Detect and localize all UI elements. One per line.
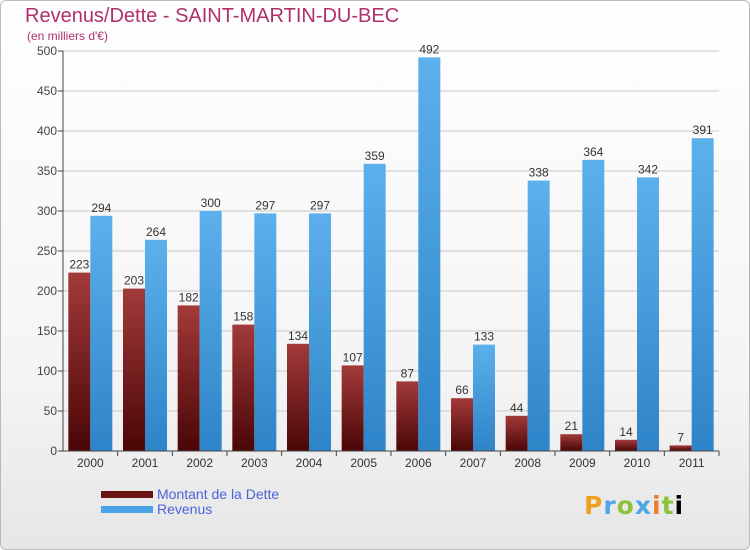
data-label-revenus: 264 (146, 225, 166, 239)
logo-letter: i (674, 491, 685, 520)
chart-title: Revenus/Dette - SAINT-MARTIN-DU-BEC (25, 5, 400, 27)
x-tick-label: 2000 (77, 456, 104, 470)
data-label-revenus: 133 (474, 330, 494, 344)
logo-letter: i (652, 491, 662, 520)
bar-revenus (309, 213, 331, 451)
data-label-debt: 87 (401, 366, 415, 380)
data-label-revenus: 300 (201, 196, 221, 210)
data-label-revenus: 297 (310, 198, 330, 212)
y-tick-label: 500 (37, 44, 57, 58)
x-tick-label: 2003 (241, 456, 268, 470)
logo-letter: t (661, 491, 675, 520)
x-tick-label: 2010 (624, 456, 651, 470)
x-tick-label: 2007 (460, 456, 487, 470)
proxiti-logo: Proxiti (584, 491, 684, 520)
x-tick-label: 2006 (405, 456, 432, 470)
data-label-revenus: 391 (693, 123, 713, 137)
data-label-debt: 223 (69, 258, 89, 272)
y-tick-label: 400 (37, 124, 57, 138)
x-tick-label: 2011 (679, 456, 705, 470)
y-tick-label: 350 (37, 164, 57, 178)
logo-letter: o (616, 491, 635, 520)
y-tick-label: 100 (37, 364, 57, 378)
legend-label-debt: Montant de la Dette (157, 486, 280, 502)
x-tick-label: 2009 (569, 456, 596, 470)
y-tick-label: 250 (37, 244, 57, 258)
data-label-revenus: 359 (365, 149, 385, 163)
bar-debt (68, 272, 91, 451)
bar-debt (451, 398, 473, 451)
data-label-revenus: 342 (638, 162, 658, 176)
legend-swatch-revenus (101, 506, 153, 513)
legend-swatch-debt (101, 491, 153, 498)
x-tick-label: 2008 (514, 456, 541, 470)
data-label-revenus: 492 (419, 42, 439, 56)
data-label-revenus: 338 (529, 166, 549, 180)
x-tick-label: 2005 (350, 456, 377, 470)
bar-revenus (363, 163, 386, 452)
data-label-revenus: 294 (91, 201, 111, 215)
chart-subtitle: (en milliers d'€) (27, 29, 108, 43)
data-label-debt: 182 (179, 290, 199, 304)
x-tick-label: 2001 (132, 456, 159, 470)
y-tick-label: 0 (50, 444, 57, 458)
bar-revenus (199, 211, 222, 451)
x-tick-label: 2002 (186, 456, 213, 470)
bar-debt (341, 365, 364, 451)
bar-debt (287, 343, 309, 451)
data-label-debt: 107 (343, 350, 363, 364)
bar-debt (232, 324, 255, 451)
logo-letter: x (634, 491, 652, 520)
logo-letter: r (603, 491, 617, 520)
logo-letter: P (584, 491, 604, 520)
y-tick-label: 50 (44, 404, 58, 418)
legend: Montant de la Dette Revenus (101, 487, 279, 517)
bar-debt (560, 434, 583, 451)
bar-revenus (582, 159, 605, 452)
data-label-revenus: 297 (255, 198, 275, 212)
y-tick-label: 300 (37, 204, 57, 218)
bar-debt (615, 439, 637, 451)
bar-revenus (145, 239, 167, 451)
bar-debt (396, 381, 419, 451)
legend-item-revenus: Revenus (101, 502, 279, 517)
bar-debt (669, 445, 692, 451)
data-label-revenus: 364 (583, 145, 603, 159)
bar-debt (505, 415, 528, 451)
bar-revenus (527, 180, 550, 451)
data-label-debt: 203 (124, 274, 144, 288)
data-label-debt: 134 (288, 329, 308, 343)
data-label-debt: 21 (565, 419, 579, 433)
legend-label-revenus: Revenus (157, 501, 213, 517)
data-label-debt: 66 (455, 383, 469, 397)
legend-item-debt: Montant de la Dette (101, 487, 279, 502)
bar-revenus (637, 177, 659, 451)
bar-revenus (691, 138, 714, 451)
data-label-debt: 44 (510, 401, 524, 415)
bar-revenus (90, 215, 113, 451)
bar-revenus (418, 57, 441, 452)
data-label-debt: 7 (677, 430, 684, 444)
y-tick-label: 450 (37, 84, 57, 98)
data-label-debt: 14 (619, 425, 633, 439)
y-tick-label: 150 (37, 324, 57, 338)
data-label-debt: 158 (233, 310, 253, 324)
bar-debt (123, 288, 145, 451)
bar-revenus (254, 213, 277, 451)
bar-debt (177, 305, 200, 451)
bar-revenus (473, 344, 495, 451)
y-tick-label: 200 (37, 284, 57, 298)
x-tick-label: 2004 (296, 456, 323, 470)
